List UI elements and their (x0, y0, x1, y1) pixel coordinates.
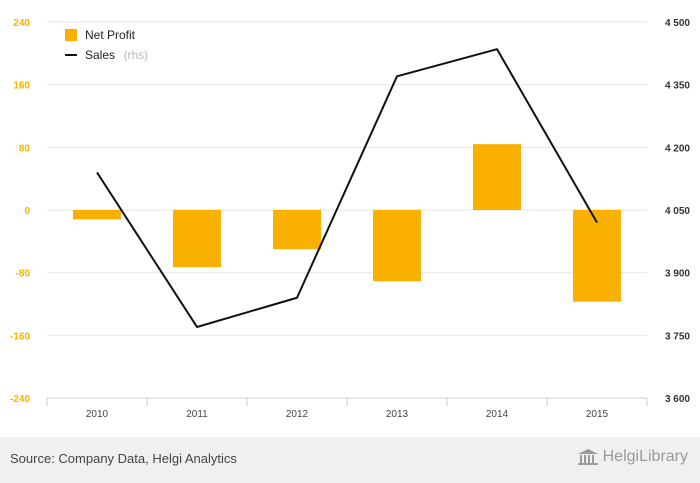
x-axis-ticks: 2010 2011 2012 2013 2014 2015 (86, 409, 609, 420)
right-tick-label-3: 4 050 (665, 206, 690, 217)
left-tick-label-0: 240 (13, 18, 30, 29)
right-axis-ticks: 4 500 4 350 4 200 4 050 3 900 3 750 3 600 (665, 18, 690, 405)
bar-series (73, 144, 621, 302)
legend-label-sales-suffix: (rhs) (123, 48, 148, 62)
left-tick-label-2: 80 (19, 143, 31, 154)
bar-net-profit-2011 (173, 210, 221, 268)
right-tick-label-5: 3 750 (665, 331, 690, 342)
brand-name: HelgiLibrary (602, 448, 688, 465)
left-tick-label-6: -240 (10, 394, 30, 405)
right-tick-label-6: 3 600 (665, 394, 690, 405)
x-tick-label-2012: 2012 (286, 409, 309, 420)
legend-label-net-profit: Net Profit (85, 28, 136, 42)
right-tick-label-4: 3 900 (665, 269, 690, 280)
x-tick-label-2015: 2015 (586, 409, 609, 420)
x-tick-label-2010: 2010 (86, 409, 109, 420)
right-tick-label-0: 4 500 (665, 18, 690, 29)
bar-net-profit-2014 (473, 144, 521, 210)
brand-logo[interactable]: HelgiLibrary (577, 448, 688, 466)
footer: Source: Company Data, Helgi Analytics He… (0, 437, 700, 483)
legend-label-sales-name: Sales (85, 48, 115, 62)
line-sales (96, 48, 598, 328)
left-axis-ticks: 240 160 80 0 -80 -160 -240 (10, 18, 30, 405)
bar-net-profit-2015 (573, 210, 621, 302)
bar-net-profit-2012 (273, 210, 321, 250)
bar-net-profit-2013 (373, 210, 421, 282)
left-tick-label-1: 160 (13, 81, 30, 92)
legend-swatch-net-profit (65, 29, 77, 41)
library-building-icon (577, 449, 598, 465)
legend: Net Profit Sales (rhs) (65, 28, 148, 63)
gridlines (47, 21, 647, 399)
line-series (96, 48, 598, 328)
left-tick-label-3: 0 (24, 206, 30, 217)
right-tick-label-2: 4 200 (665, 143, 690, 154)
axes (46, 397, 648, 406)
x-tick-label-2014: 2014 (486, 409, 509, 420)
legend-label-sales: Sales (rhs) (85, 46, 148, 63)
x-tick-label-2013: 2013 (386, 409, 409, 420)
x-tick-label-2011: 2011 (186, 409, 208, 420)
combo-chart: 240 160 80 0 -80 -160 -240 4 500 4 350 4 200 4 05… (10, 18, 690, 420)
left-tick-label-4: -80 (16, 269, 31, 280)
left-tick-label-5: -160 (10, 331, 30, 342)
source-note: Source: Company Data, Helgi Analytics (10, 451, 237, 466)
right-tick-label-1: 4 350 (665, 81, 690, 92)
bar-net-profit-2010 (73, 210, 121, 220)
